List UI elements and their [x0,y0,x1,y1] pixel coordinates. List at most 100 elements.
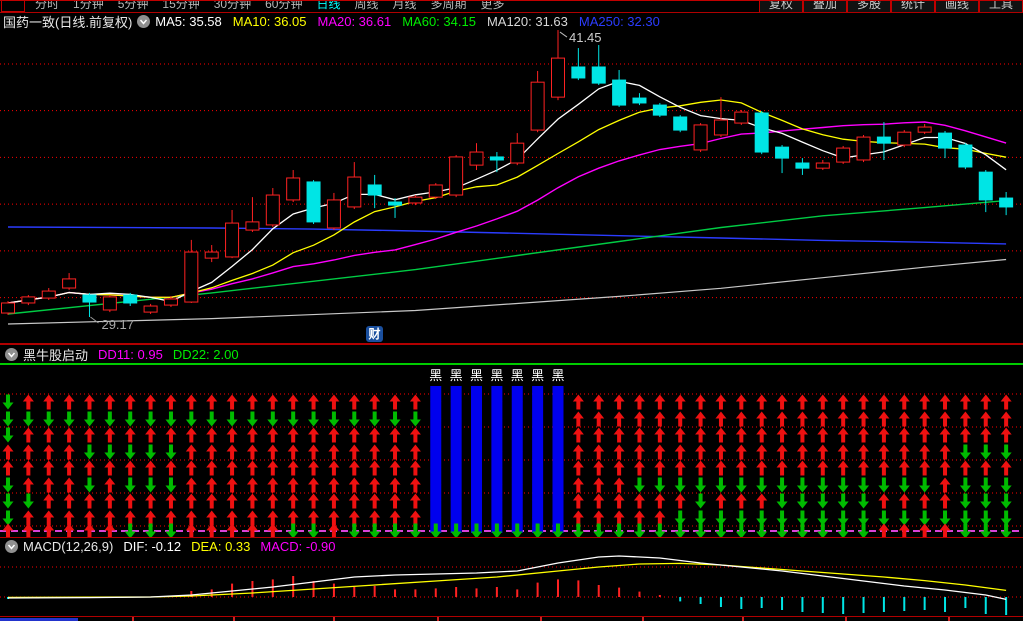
up-arrow [185,523,197,537]
up-arrow [593,444,605,460]
signal-arrow-panel[interactable]: 黑黑黑黑黑黑黑 [0,363,1023,537]
up-arrow [939,493,951,509]
candle-body [306,181,321,223]
up-arrow [267,523,279,537]
up-arrow [796,460,808,476]
toolbar-button-2[interactable]: 多股 [846,1,891,12]
macd-histogram-bar [394,589,397,597]
up-arrow [695,427,707,443]
up-arrow [572,477,584,493]
up-arrow [348,510,360,526]
up-arrow [226,493,238,509]
macd-histogram-bar [292,576,295,597]
signal-bar-label: 黑 [470,368,483,383]
down-arrow [715,523,727,537]
up-arrow [409,460,421,476]
toolbar-button-1[interactable]: 叠加 [802,1,847,12]
ma60-line [7,199,1007,315]
period-tab-0[interactable]: 分时 [35,0,60,11]
toolbar-button-3[interactable]: 统计 [890,1,935,12]
collapse-chevron-icon[interactable] [5,347,18,361]
up-arrow [287,427,299,443]
up-arrow [104,394,116,410]
period-tab-7[interactable]: 周线 [354,0,379,11]
period-tab-1[interactable]: 1分钟 [73,0,104,11]
up-arrow [185,427,197,443]
down-arrow [776,523,788,537]
dif-value: DIF: -0.12 [123,538,182,554]
up-arrow [369,394,381,410]
period-tab-2[interactable]: 5分钟 [117,0,149,11]
candle-body [632,97,647,104]
toolbar-button-4[interactable]: 画线 [934,1,979,12]
up-arrow [735,427,747,443]
up-arrow [593,510,605,526]
collapse-chevron-icon[interactable] [5,539,18,553]
candle-body [184,251,199,303]
up-arrow [246,427,258,443]
macd-histogram-bar [373,586,376,597]
period-tab-5[interactable]: 60分钟 [265,0,303,11]
up-arrow [776,411,788,427]
up-arrow [287,394,299,410]
macd-histogram-bar [618,587,621,597]
toolbar-button-0[interactable]: 复权 [758,1,803,12]
down-arrow [695,477,707,493]
up-arrow [939,460,951,476]
down-arrow [980,523,992,537]
period-tab-8[interactable]: 月线 [392,0,417,11]
dd22-value: DD22: 2.00 [172,346,239,362]
up-arrow [817,444,829,460]
up-arrow [308,427,320,443]
up-arrow [919,460,931,476]
up-arrow [348,477,360,493]
up-arrow [939,427,951,443]
candle-body [938,132,953,149]
up-arrow [878,427,890,443]
period-tab-3[interactable]: 15分钟 [162,0,200,11]
toolbar-button-5[interactable]: 工具 [978,1,1023,12]
down-arrow [471,523,483,537]
up-arrow [308,444,320,460]
up-arrow [756,411,768,427]
up-arrow [104,477,116,493]
up-arrow [776,427,788,443]
down-arrow [511,523,523,537]
signal-panel-header: 黑牛股启动 DD11: 0.95 DD22: 2.00 [0,343,1023,363]
app-menu-icon[interactable] [1,1,25,12]
down-arrow [532,523,544,537]
signal-bar [511,386,523,533]
high-annotation: 41.45 [569,30,602,45]
ma5-label: MA5: 35.58 [155,13,222,29]
period-tab-4[interactable]: 30分钟 [213,0,252,11]
axis-tick [742,617,744,621]
up-arrow [185,460,197,476]
axis-tick [132,617,134,621]
up-arrow [43,444,55,460]
main-candlestick-chart[interactable]: 41.45 29.17 财 [0,29,1023,343]
up-arrow [226,510,238,526]
period-tab-10[interactable]: 更多 [480,0,505,11]
down-arrow [1000,477,1012,493]
collapse-chevron-icon[interactable] [137,14,151,28]
up-arrow [572,411,584,427]
signal-bar [532,386,544,533]
up-arrow [369,477,381,493]
up-arrow [206,427,218,443]
up-arrow [409,444,421,460]
down-arrow [695,523,707,537]
up-arrow [206,493,218,509]
axis-tick [845,617,847,621]
macd-panel-header: MACD(12,26,9) DIF: -0.12 DEA: 0.33 MACD:… [0,537,1023,554]
up-arrow [63,394,75,410]
period-tab-9[interactable]: 多周期 [430,0,467,11]
up-arrow [898,411,910,427]
horizontal-scrollbar[interactable] [0,618,78,621]
up-arrow [63,427,75,443]
up-arrow [389,477,401,493]
up-arrow [246,477,258,493]
period-tab-6[interactable]: 日线 [316,0,341,11]
macd-chart-panel[interactable] [0,554,1023,616]
down-arrow [83,477,95,493]
